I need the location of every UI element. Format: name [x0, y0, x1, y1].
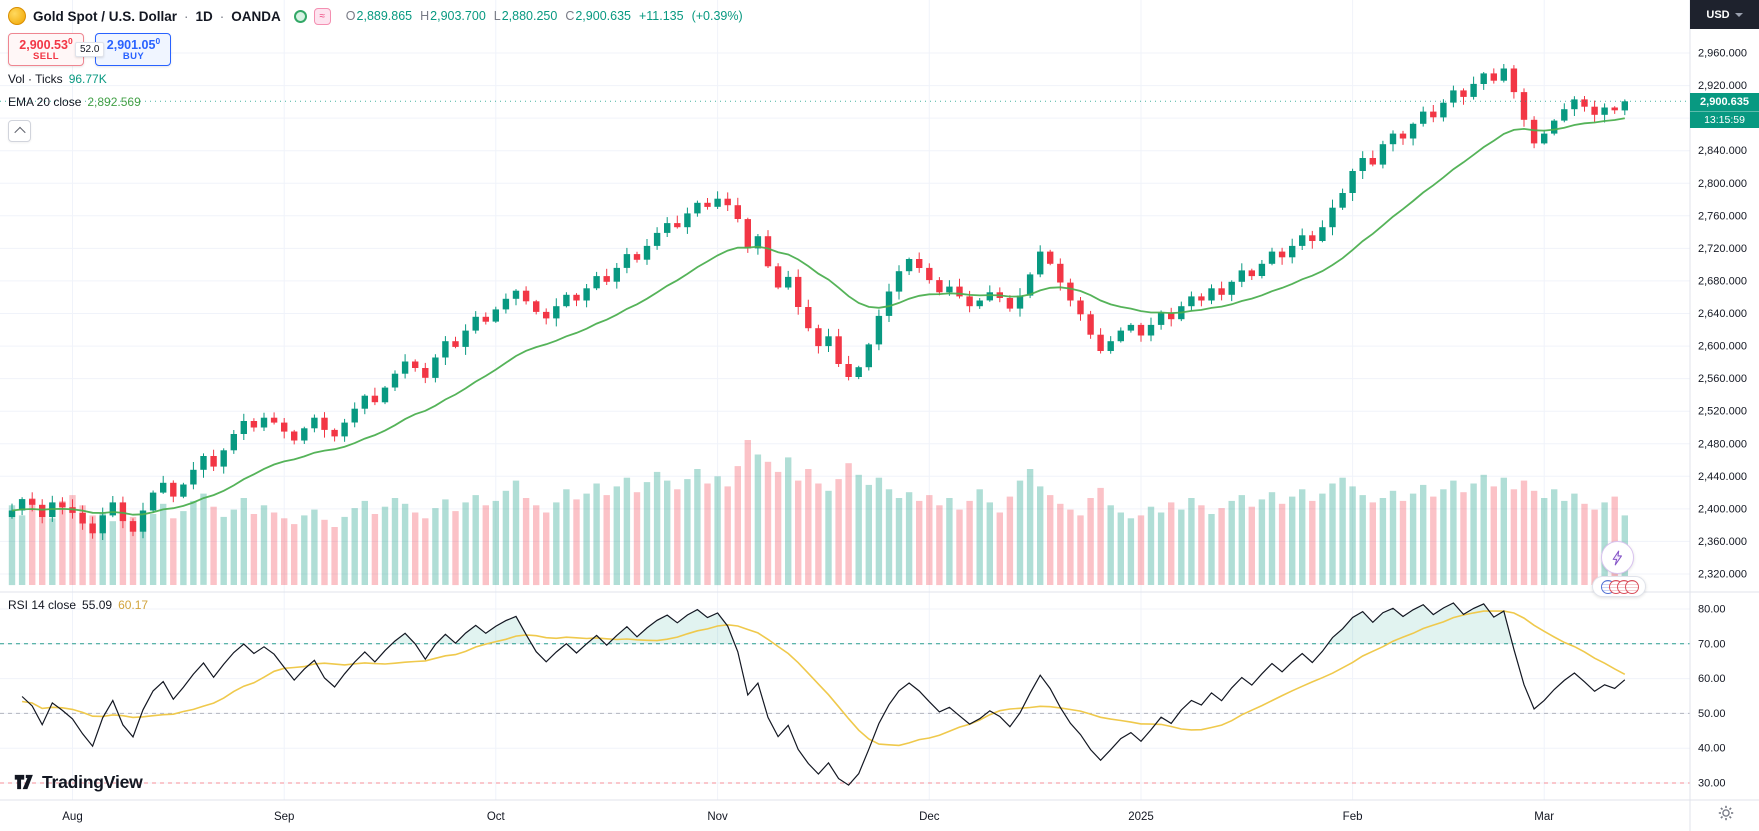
- tradingview-logo[interactable]: TradingView: [14, 771, 143, 793]
- sell-label: SELL: [33, 51, 59, 63]
- tradingview-mark-icon: [14, 774, 33, 790]
- svg-text:2,480.000: 2,480.000: [1698, 438, 1747, 450]
- svg-text:2,680.000: 2,680.000: [1698, 275, 1747, 287]
- time-axis-labels: Aug Sep Oct Nov Dec 2025 Feb Mar: [62, 811, 1554, 823]
- ema-label: EMA 20 close: [8, 95, 82, 109]
- volume-value: 96.77K: [68, 72, 107, 86]
- svg-text:Dec: Dec: [919, 811, 940, 823]
- rsi-legend[interactable]: RSI 14 close 55.09 60.17: [8, 598, 148, 612]
- svg-text:2,760.000: 2,760.000: [1698, 210, 1747, 222]
- open-value: 2,889.865: [356, 9, 413, 23]
- rsi-line: [21, 602, 1626, 786]
- title-separator: ·: [219, 8, 225, 24]
- brand-text: TradingView: [42, 771, 143, 792]
- last-price-value: 2,900.635: [1690, 93, 1759, 111]
- svg-text:Aug: Aug: [62, 811, 82, 823]
- sell-price-pip: 0: [67, 35, 73, 46]
- svg-text:2,800.000: 2,800.000: [1698, 178, 1747, 190]
- ema-value: 2,892.569: [87, 95, 141, 109]
- svg-text:80.00: 80.00: [1698, 604, 1726, 616]
- close-value: 2,900.635: [575, 9, 631, 23]
- buy-label: BUY: [122, 51, 145, 63]
- svg-text:70.00: 70.00: [1698, 638, 1726, 650]
- rsi-ma-value: 60.17: [118, 598, 149, 612]
- volume-legend[interactable]: Vol · Ticks 96.77K: [8, 72, 107, 86]
- svg-text:40.00: 40.00: [1698, 743, 1726, 755]
- currency-label: USD: [1706, 8, 1730, 21]
- order-panel: 2,900.530 SELL 52.0 2,901.050 BUY: [8, 33, 172, 66]
- svg-text:Oct: Oct: [487, 811, 506, 823]
- buy-button[interactable]: 2,901.050 BUY: [95, 33, 172, 66]
- rsi-label: RSI 14 close: [8, 598, 77, 612]
- svg-text:2,400.000: 2,400.000: [1698, 503, 1747, 515]
- svg-text:Feb: Feb: [1343, 811, 1363, 823]
- sell-price: 2,900.53: [19, 38, 68, 53]
- volume-label: Vol · Ticks: [8, 72, 63, 86]
- svg-text:2,720.000: 2,720.000: [1698, 243, 1747, 255]
- rsi-ma-line: [21, 610, 1626, 747]
- spread-value: 52.0: [75, 42, 105, 57]
- bar-countdown: 13:15:59: [1690, 111, 1759, 128]
- change-value: +11.135: [638, 9, 684, 23]
- svg-text:2,840.000: 2,840.000: [1698, 145, 1747, 157]
- last-price-axis-label: 2,900.635 13:15:59: [1690, 93, 1759, 128]
- change-percent: (+0.39%): [691, 9, 743, 23]
- collapse-legend-button[interactable]: [8, 120, 31, 142]
- svg-text:Sep: Sep: [274, 811, 294, 823]
- low-value: 2,880.250: [501, 9, 558, 23]
- close-label: C: [565, 9, 575, 23]
- candlestick-series: [8, 64, 1628, 540]
- market-status-dot-icon[interactable]: [293, 9, 307, 23]
- flag-icon[interactable]: ≈: [313, 7, 331, 25]
- chevron-up-icon: [13, 126, 26, 139]
- svg-text:2,520.000: 2,520.000: [1698, 406, 1747, 418]
- chevron-down-icon: [1734, 12, 1743, 17]
- chart-legend-header: Gold Spot / U.S. Dollar · 1D · OANDA ≈ O…: [8, 7, 743, 25]
- boost-button[interactable]: [1601, 541, 1634, 574]
- volume-series: [8, 440, 1628, 586]
- time-axis-settings-button[interactable]: [1718, 805, 1734, 826]
- low-label: L: [493, 9, 501, 23]
- buy-price: 2,901.05: [106, 38, 156, 53]
- rsi-band-lines: [0, 643, 1690, 784]
- buy-price-pip: 0: [155, 35, 161, 46]
- gold-coin-icon: [8, 7, 26, 25]
- price-axis-labels: 2,960.0002,920.0002,880.0002,840.0002,80…: [1698, 48, 1747, 790]
- gear-icon: [1718, 805, 1734, 821]
- ema-legend[interactable]: EMA 20 close 2,892.569: [8, 95, 141, 109]
- svg-text:2,600.000: 2,600.000: [1698, 341, 1747, 353]
- svg-text:Mar: Mar: [1534, 811, 1554, 823]
- svg-text:30.00: 30.00: [1698, 778, 1726, 790]
- ema-line: [11, 117, 1625, 516]
- svg-text:50.00: 50.00: [1698, 708, 1726, 720]
- sell-button[interactable]: 2,900.530 SELL: [8, 33, 84, 66]
- grid: [0, 0, 1690, 800]
- open-label: O: [345, 9, 356, 23]
- exchange-label: OANDA: [231, 8, 281, 24]
- high-value: 2,903.700: [430, 9, 486, 23]
- symbol-title[interactable]: Gold Spot / U.S. Dollar: [33, 8, 178, 24]
- svg-text:2,560.000: 2,560.000: [1698, 373, 1747, 385]
- ohlc-values: O 2,889.865 H 2,903.700 L 2,880.250 C 2,900.…: [346, 9, 743, 23]
- currency-selector[interactable]: USD: [1690, 0, 1759, 29]
- timeframe-label[interactable]: 1D: [195, 8, 213, 24]
- svg-text:2,320.000: 2,320.000: [1698, 569, 1747, 581]
- reaction-circle-icon: [1625, 579, 1639, 594]
- svg-text:2,440.000: 2,440.000: [1698, 471, 1747, 483]
- svg-text:2,920.000: 2,920.000: [1698, 80, 1747, 92]
- svg-text:60.00: 60.00: [1698, 673, 1726, 685]
- lightning-icon: [1612, 550, 1622, 565]
- svg-text:2,360.000: 2,360.000: [1698, 536, 1747, 548]
- title-separator: ·: [184, 8, 189, 24]
- rsi-value: 55.09: [82, 598, 113, 612]
- svg-text:Nov: Nov: [707, 811, 728, 823]
- svg-text:2,640.000: 2,640.000: [1698, 308, 1747, 320]
- svg-text:2,960.000: 2,960.000: [1698, 48, 1747, 60]
- reactions-button[interactable]: [1592, 576, 1646, 597]
- high-label: H: [420, 9, 430, 23]
- svg-text:2025: 2025: [1128, 811, 1154, 823]
